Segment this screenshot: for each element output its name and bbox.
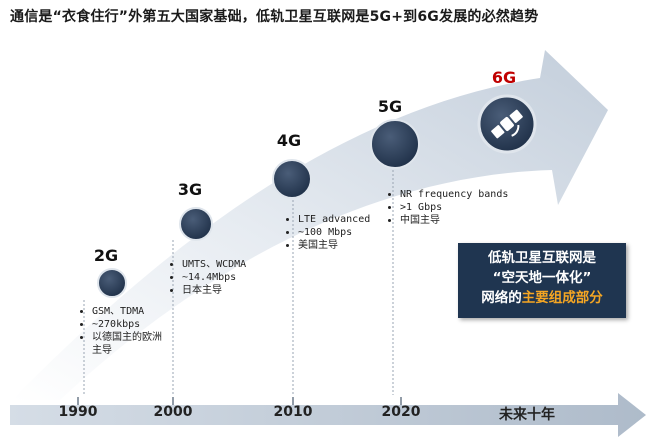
- gen-dot: [272, 159, 312, 199]
- callout-highlight: 主要组成部分: [521, 290, 603, 306]
- gen-dot: [179, 207, 213, 241]
- gen-label: 6G: [491, 68, 517, 87]
- connector-lines: [83, 170, 394, 395]
- timeline-label: 2010: [273, 404, 313, 420]
- growth-arrow: [12, 50, 608, 400]
- bullet-item: >1 Gbps: [400, 201, 540, 214]
- callout-line: “空天地一体化”: [492, 270, 592, 286]
- bullet-item: UMTS、WCDMA: [182, 258, 292, 271]
- gen-label: 5G: [377, 97, 403, 116]
- gen-dot: [370, 119, 420, 169]
- callout-text: 网络的: [481, 290, 522, 306]
- timeline-label: 2000: [153, 404, 193, 420]
- bullet-item: ~270kbps: [92, 318, 170, 331]
- bullet-list: NR frequency bands>1 Gbps中国主导: [388, 188, 540, 227]
- bullet-item: ~14.4Mbps: [182, 271, 292, 284]
- gen-label: 3G: [177, 180, 203, 199]
- bullet-item: 以德国主的欧洲主导: [92, 331, 170, 357]
- gen-label: 2G: [93, 246, 119, 265]
- bullet-list: UMTS、WCDMA~14.4Mbps日本主导: [170, 258, 292, 297]
- timeline-ticks: [77, 397, 402, 405]
- bullet-item: 中国主导: [400, 214, 540, 227]
- gen-dot: [97, 268, 127, 298]
- satellite-icon: [491, 109, 523, 139]
- bullet-item: ~100 Mbps: [298, 226, 408, 239]
- callout-box: 低轨卫星互联网是 “空天地一体化” 网络的主要组成部分: [458, 243, 626, 318]
- bullet-item: 日本主导: [182, 284, 292, 297]
- bullet-item: LTE advanced: [298, 213, 408, 226]
- title: 通信是“衣食住行”外第五大国家基础，低轨卫星互联网是5G+到6G发展的必然趋势: [10, 9, 539, 25]
- timeline-band: [10, 393, 646, 437]
- bullet-item: 美国主导: [298, 239, 408, 252]
- bullet-list: GSM、TDMA~270kbps以德国主的欧洲主导: [80, 305, 170, 357]
- callout-line: 低轨卫星互联网是: [488, 250, 596, 266]
- bullet-item: GSM、TDMA: [92, 305, 170, 318]
- timeline-label: 1990: [58, 404, 98, 420]
- timeline-label: 2020: [381, 404, 421, 420]
- bullet-list: LTE advanced~100 Mbps美国主导: [286, 213, 408, 252]
- bullet-item: NR frequency bands: [400, 188, 540, 201]
- gen-label: 4G: [276, 131, 302, 150]
- timeline-label: 未来十年: [499, 407, 555, 423]
- callout-line: 网络的主要组成部分: [458, 288, 626, 308]
